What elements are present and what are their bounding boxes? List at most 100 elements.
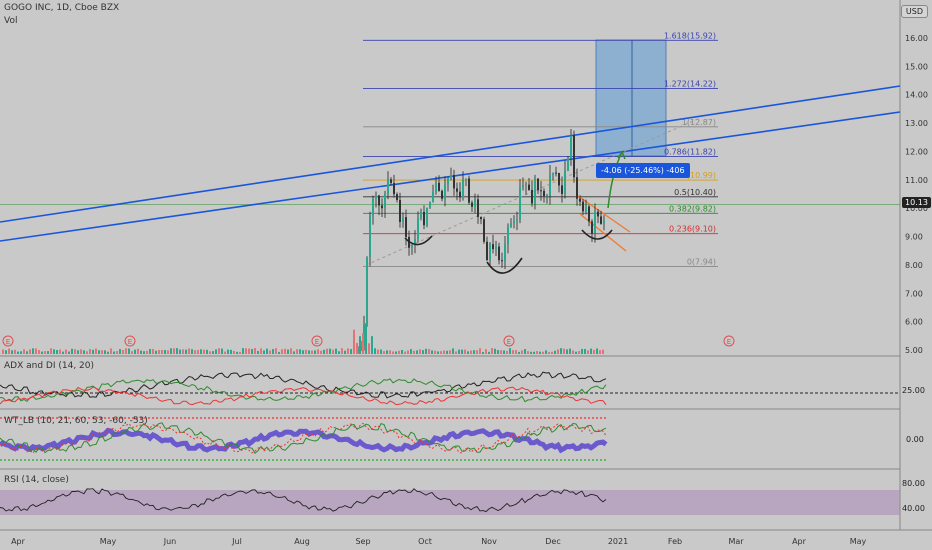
- volume-bar: [128, 348, 130, 354]
- volume-bar: [347, 348, 349, 354]
- volume-bar: [56, 349, 58, 354]
- price-axis-label: 8.00: [905, 261, 923, 270]
- candle-body: [450, 175, 452, 178]
- earnings-marker-label: E: [6, 338, 10, 346]
- volume-bar: [566, 349, 568, 354]
- candle-body: [444, 184, 446, 199]
- volume-bar: [527, 351, 529, 354]
- candle-body: [588, 206, 590, 222]
- volume-bar: [293, 351, 295, 354]
- volume-bar: [524, 349, 526, 354]
- volume-bar: [497, 350, 499, 354]
- volume-bar: [578, 351, 580, 354]
- volume-bar: [224, 351, 226, 354]
- earnings-marker-icon[interactable]: [311, 335, 323, 347]
- earnings-marker-icon[interactable]: [723, 335, 735, 347]
- wedge-upper-line[interactable]: [577, 195, 631, 233]
- volume-bar: [500, 350, 502, 354]
- volume-bar: [473, 350, 475, 354]
- measure-label: -4.06 (-25.46%) -406: [596, 163, 690, 178]
- wt-axis-label: 0.00: [906, 435, 924, 444]
- candle-body: [381, 205, 383, 209]
- candle-body: [480, 216, 482, 220]
- wedge-lower-line[interactable]: [579, 213, 627, 252]
- volume-bar: [419, 349, 421, 354]
- volume-bar: [191, 349, 193, 354]
- volume-bar: [539, 351, 541, 354]
- volume-bar: [221, 348, 223, 354]
- time-axis-label: Oct: [418, 537, 432, 546]
- volume-bar: [2, 349, 4, 354]
- rsi-title: RSI (14, close): [4, 475, 69, 485]
- volume-bar: [158, 349, 160, 354]
- volume-bar: [317, 349, 319, 354]
- volume-bar: [311, 350, 313, 354]
- price-axis[interactable]: 16.00 15.00 14.00 13.00 12.00 11.00 10.00 9.00 8…: [905, 34, 928, 355]
- indicator-line: [0, 371, 607, 399]
- volume-bar: [482, 351, 484, 354]
- candle-body: [369, 215, 371, 258]
- volume-bar: [422, 350, 424, 354]
- price-axis-label: 5.00: [905, 346, 923, 355]
- candle-body: [420, 211, 422, 218]
- volume-bar: [488, 351, 490, 354]
- fib-level-label: 0(7.94): [687, 258, 716, 267]
- volume-bar: [569, 348, 571, 354]
- earnings-marker-icon[interactable]: [503, 335, 515, 347]
- candle-body: [564, 170, 566, 194]
- candle-body: [528, 184, 530, 190]
- candle-body: [429, 202, 431, 208]
- currency-button[interactable]: USD: [900, 5, 928, 18]
- volume-bar: [176, 348, 178, 354]
- volume-bar: [146, 350, 148, 354]
- fib-retracement[interactable]: 1.618(15.92) 1.272(14.22) 1(12.87) 0.786(11…: [0, 31, 900, 268]
- volume-bar: [320, 350, 322, 354]
- candle-body: [405, 217, 407, 237]
- volume-bar: [107, 351, 109, 354]
- volume-bar: [173, 348, 175, 354]
- volume-bar: [554, 350, 556, 354]
- candle-body: [417, 217, 419, 239]
- volume-bar: [395, 351, 397, 354]
- volume-bar: [359, 336, 361, 354]
- candle-body: [375, 195, 377, 199]
- earnings-marker-icon[interactable]: [2, 335, 14, 347]
- channel-upper-line[interactable]: [0, 85, 901, 223]
- volume-bar: [47, 351, 49, 354]
- volume-bar: [437, 351, 439, 354]
- volume-bar: [251, 349, 253, 354]
- time-axis-label: Feb: [668, 537, 682, 546]
- volume-bar: [20, 351, 22, 354]
- volume-bar: [596, 348, 598, 354]
- target-box: [595, 39, 667, 157]
- candle-body: [441, 190, 443, 199]
- volume-bar: [17, 351, 19, 354]
- volume-bar: [461, 349, 463, 354]
- volume-bar: [599, 350, 601, 354]
- volume-bar: [263, 350, 265, 354]
- volume-bar: [326, 348, 328, 354]
- volume-bar: [278, 351, 280, 354]
- candle-body: [459, 191, 461, 198]
- time-axis[interactable]: Apr May Jun Jul Aug Sep Oct Nov Dec 2021 Feb Mar Apr…: [11, 537, 866, 546]
- volume-bar: [434, 350, 436, 354]
- volume-bar: [575, 351, 577, 354]
- volume-bar: [233, 351, 235, 354]
- volume-bar: [542, 351, 544, 354]
- volume-bar: [236, 351, 238, 354]
- volume-bar: [29, 349, 31, 354]
- volume-bar: [11, 350, 13, 354]
- price-axis-label: 14.00: [905, 91, 928, 100]
- earnings-marker-icon[interactable]: [124, 335, 136, 347]
- candle-body: [525, 184, 527, 186]
- volume-bar: [383, 351, 385, 354]
- volume-bar: [242, 348, 244, 354]
- volume-bar: [101, 350, 103, 354]
- volume-bar: [353, 329, 355, 354]
- candle-body: [399, 199, 401, 222]
- volume-bar: [203, 349, 205, 354]
- candle-body: [423, 211, 425, 226]
- volume-bar: [536, 351, 538, 354]
